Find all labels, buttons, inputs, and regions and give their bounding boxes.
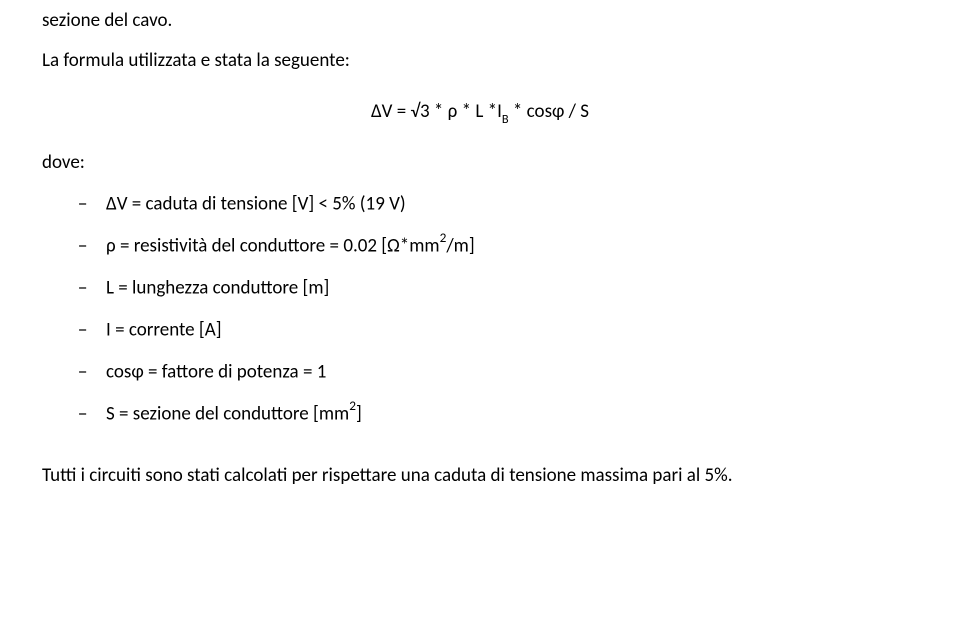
item-text-pre: I = corrente [A] <box>106 319 222 342</box>
list-item-text: S = sezione del conduttore [mm2] <box>106 399 362 427</box>
item-text-pre: ρ = resistività del conduttore = 0.02 [Ω… <box>106 235 440 258</box>
list-item-text: ΔV = caduta di tensione [V] < 5% (19 V) <box>106 189 406 217</box>
list-item-text: ρ = resistività del conduttore = 0.02 [Ω… <box>106 231 475 259</box>
list-item: − S = sezione del conduttore [mm2] <box>78 399 918 427</box>
dash-icon: − <box>78 234 106 260</box>
list-item-text: I = corrente [A] <box>106 315 222 343</box>
item-text-post: /m] <box>446 235 474 258</box>
list-item: − ΔV = caduta di tensione [V] < 5% (19 V… <box>78 189 918 217</box>
item-text-sup: 2 <box>349 397 356 414</box>
list-item: − ρ = resistività del conduttore = 0.02 … <box>78 231 918 259</box>
item-text-pre: S = sezione del conduttore [mm <box>106 403 349 426</box>
list-item-text: cosφ = fattore di potenza = 1 <box>106 357 326 385</box>
formula-lead: ΔV = √3 * ρ * L *I <box>371 100 502 123</box>
item-text-pre: ΔV = caduta di tensione [V] < 5% (19 V) <box>106 193 406 216</box>
dash-icon: − <box>78 402 106 428</box>
item-text-pre: L = lunghezza conduttore [m] <box>106 277 329 300</box>
dash-icon: − <box>78 318 106 344</box>
list-item-text: L = lunghezza conduttore [m] <box>106 273 329 301</box>
item-text-pre: cosφ = fattore di potenza = 1 <box>106 361 326 384</box>
list-item: − I = corrente [A] <box>78 315 918 343</box>
dash-icon: − <box>78 192 106 218</box>
item-text-sup: 2 <box>440 229 447 246</box>
document-page: sezione del cavo. La formula utilizzata … <box>0 0 960 513</box>
formula-line: ΔV = √3 * ρ * L *IB * cosφ / S <box>42 99 918 127</box>
dash-icon: − <box>78 360 106 386</box>
dash-icon: − <box>78 276 106 302</box>
paragraph-intro-1: sezione del cavo. <box>42 8 918 34</box>
item-text-post: ] <box>356 403 362 426</box>
formula-subscript: B <box>502 112 509 127</box>
formula-tail: * cosφ / S <box>509 100 589 123</box>
paragraph-closing: Tutti i circuiti sono stati calcolati pe… <box>42 463 918 489</box>
list-item: − L = lunghezza conduttore [m] <box>78 273 918 301</box>
paragraph-intro-2: La formula utilizzata e stata la seguent… <box>42 48 918 74</box>
list-intro: dove: <box>42 150 918 176</box>
list-item: − cosφ = fattore di potenza = 1 <box>78 357 918 385</box>
